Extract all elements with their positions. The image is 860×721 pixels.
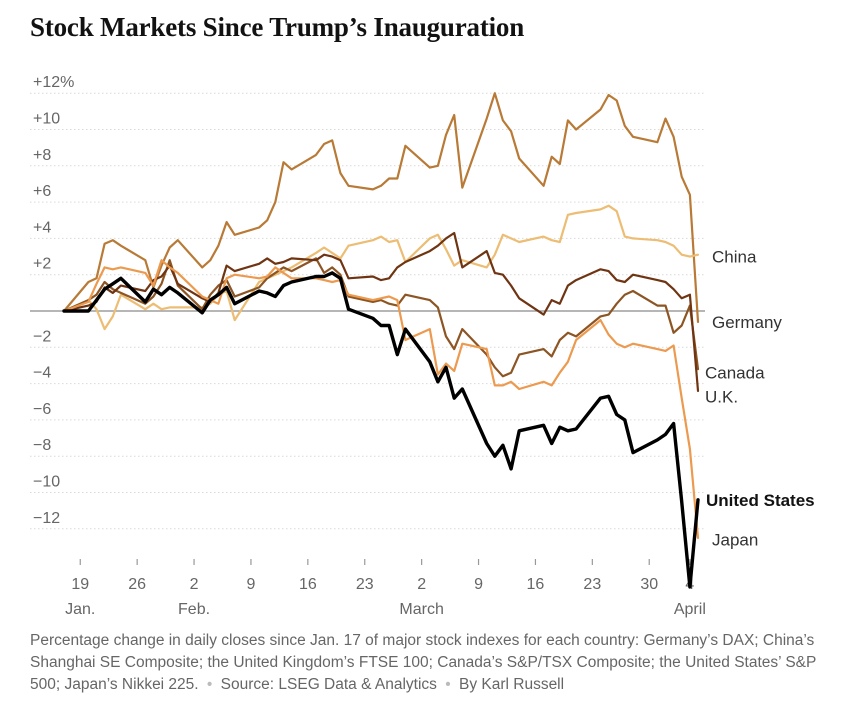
x-tick-label: 30: [640, 576, 658, 593]
x-tick-label: 26: [128, 576, 146, 593]
x-month-label: April: [674, 601, 706, 618]
y-axis-tick-labels: +12% +10 +8 +6 +4 +2 −2 −4 −6 −8 −10 −12: [33, 74, 74, 527]
y-tick-label: +10: [33, 111, 60, 128]
series-line-canada: [62, 257, 700, 378]
series-line-germany: [62, 92, 700, 323]
y-tick-label: +4: [33, 219, 51, 236]
chart-caption: Percentage change in daily closes since …: [30, 630, 830, 696]
end-label-japan: Japan: [712, 531, 758, 550]
separator-dot: •: [206, 676, 213, 693]
y-tick-label: −10: [33, 474, 60, 491]
end-label-united-states: United States: [706, 491, 815, 510]
y-tick-label: −6: [33, 401, 51, 418]
series-line-united-states: [62, 271, 700, 589]
x-tick-label: 16: [527, 576, 545, 593]
x-tick-label: 23: [583, 576, 601, 593]
series-line-china: [62, 204, 700, 331]
x-tick-label: 9: [246, 576, 255, 593]
y-tick-label: −12: [33, 510, 60, 527]
y-tick-label: +8: [33, 147, 51, 164]
line-chart: +12% +10 +8 +6 +4 +2 −2 −4 −6 −8 −10 −12 19 Jan. 26 2 F…: [30, 74, 815, 618]
x-tick-label: 23: [356, 576, 374, 593]
y-tick-label: +6: [33, 183, 51, 200]
caption-source: Source: LSEG Data & Analytics: [220, 676, 437, 693]
series-line-u-k: [62, 231, 700, 392]
x-tick-label: 2: [190, 576, 199, 593]
series-end-labels: China Germany Canada U.K. United States Japan: [705, 248, 815, 550]
caption-byline: By Karl Russell: [458, 676, 565, 693]
end-label-canada: Canada: [705, 364, 765, 383]
series-lines: [62, 92, 700, 589]
y-tick-label: +12%: [33, 74, 74, 91]
y-tick-label: +2: [33, 256, 51, 273]
separator-dot: •: [445, 676, 451, 693]
y-tick-label: −4: [33, 365, 51, 382]
y-tick-label: −2: [33, 328, 51, 345]
x-tick-label: 2: [417, 576, 426, 593]
end-label-germany: Germany: [712, 313, 782, 332]
x-month-label: March: [399, 601, 443, 618]
chart-title: Stock Markets Since Trump’s Inauguration: [30, 12, 525, 42]
caption-note: Percentage change in daily closes since …: [30, 632, 817, 693]
x-month-label: Feb.: [178, 601, 210, 618]
series-line-japan: [62, 259, 700, 539]
end-label-u-k: U.K.: [705, 387, 738, 406]
gridlines: [30, 92, 705, 530]
x-month-label: Jan.: [65, 601, 95, 618]
x-tick-label: 19: [71, 576, 89, 593]
y-tick-label: −8: [33, 437, 51, 454]
end-label-china: China: [712, 248, 757, 267]
x-tick-label: 16: [299, 576, 317, 593]
x-tick-label: 9: [474, 576, 483, 593]
